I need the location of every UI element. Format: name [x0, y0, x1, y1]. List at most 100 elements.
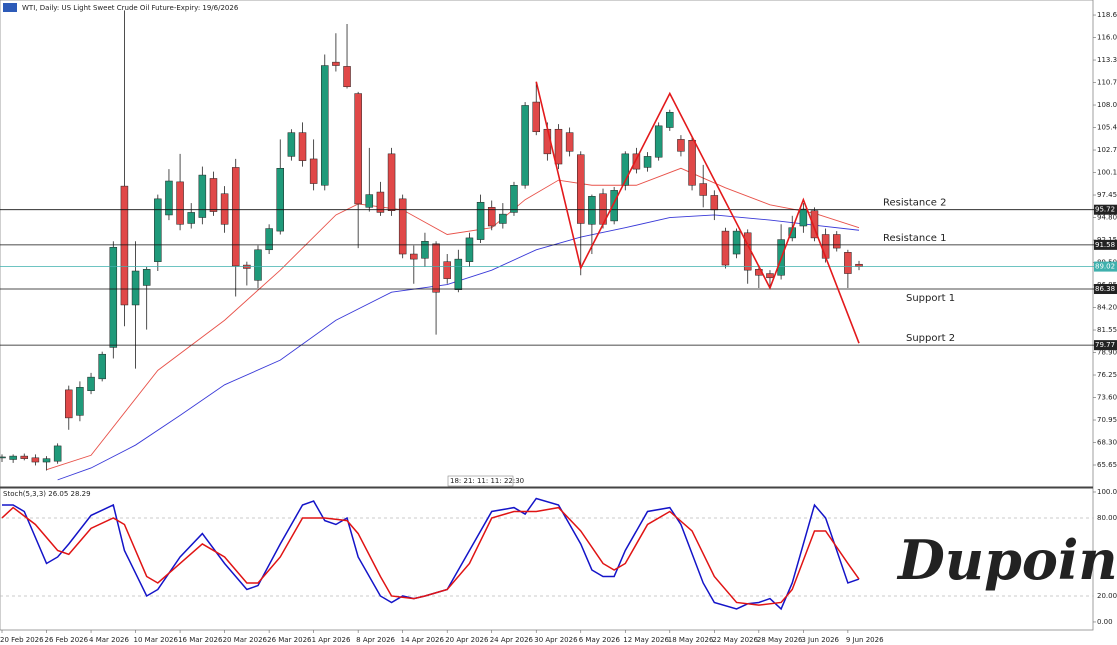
candle-body	[521, 105, 529, 186]
candle-body	[209, 178, 218, 212]
candle-body	[821, 234, 830, 259]
symbol-icon	[3, 3, 17, 12]
x-tick-label: 16 Mar 2026	[178, 636, 223, 644]
y-tick-label: 97.45	[1097, 191, 1117, 199]
pattern-line	[535, 81, 860, 344]
candle-body	[187, 212, 195, 224]
x-tick-label: 24 Apr 2026	[490, 636, 534, 644]
x-tick-label: 10 Mar 2026	[134, 636, 179, 644]
y-tick-label: 100.00	[1097, 488, 1117, 496]
x-tick-label: 26 Feb 2026	[45, 636, 89, 644]
x-tick-label: 8 Apr 2026	[356, 636, 395, 644]
candle-body	[332, 61, 340, 66]
candle-body	[0, 456, 6, 459]
y-tick-label: 116.00	[1097, 34, 1117, 42]
x-tick-label: 20 Mar 2026	[223, 636, 268, 644]
candle-body	[387, 153, 396, 211]
level-label: Resistance 2	[883, 198, 946, 209]
moving-average	[57, 214, 860, 481]
candle-body	[142, 269, 151, 286]
candle-body	[554, 128, 563, 165]
candle-body	[510, 185, 518, 213]
level-tag	[1094, 204, 1117, 215]
candle-body	[721, 230, 730, 266]
candle-body	[688, 140, 696, 186]
candle-body	[365, 194, 374, 208]
candle-body	[454, 258, 463, 290]
candle-body	[276, 168, 284, 232]
candle-body	[42, 458, 51, 463]
candle-body	[198, 174, 207, 218]
candle-body	[98, 353, 106, 380]
x-tick-label: 4 Mar 2026	[89, 636, 129, 644]
x-tick-label: 20 Apr 2026	[445, 636, 489, 644]
candle-body	[309, 158, 318, 184]
y-tick-label: 105.40	[1097, 124, 1117, 132]
candle-body	[376, 191, 385, 213]
y-tick-label: 65.65	[1097, 461, 1117, 469]
candle-body	[610, 190, 618, 222]
level-tag	[1094, 284, 1117, 295]
candle-body	[231, 167, 240, 267]
y-tick-label: 108.05	[1097, 101, 1117, 109]
y-tick-label: 102.75	[1097, 146, 1117, 154]
y-tick-label: 70.95	[1097, 416, 1117, 424]
candle-body	[254, 249, 262, 281]
countdown: 18: 21: 11: 11: 22:30	[450, 477, 524, 485]
candle-body	[131, 270, 140, 306]
candle-body	[565, 132, 574, 152]
candle-body	[65, 389, 73, 419]
x-tick-label: 1 Apr 2026	[312, 636, 351, 644]
level-tag-value: 91.58	[1095, 241, 1115, 249]
candle-body	[465, 237, 474, 262]
level-tag-value: 95.72	[1095, 206, 1115, 214]
indicator-title: Stoch(5,3,3) 26.05 28.29	[3, 490, 91, 498]
stoch-line	[1, 506, 860, 606]
y-tick-label: 81.55	[1097, 326, 1117, 334]
x-tick-label: 26 Mar 2026	[267, 636, 312, 644]
y-tick-label: 94.80	[1097, 214, 1117, 222]
candle-body	[76, 387, 84, 416]
candle-body	[476, 201, 485, 240]
y-tick-label: 73.60	[1097, 394, 1117, 402]
x-tick-label: 18 May 2026	[668, 636, 714, 644]
candle-body	[833, 234, 841, 249]
watermark: Dupoin	[896, 528, 1117, 592]
y-tick-label: 113.35	[1097, 56, 1117, 64]
y-tick-label: 100.10	[1097, 169, 1117, 177]
candle-body	[666, 111, 674, 128]
x-tick-label: 9 Jun 2026	[846, 636, 884, 644]
candle-body	[499, 213, 507, 224]
y-tick-label: 110.70	[1097, 79, 1117, 87]
x-tick-label: 6 May 2026	[579, 636, 621, 644]
candle-body	[677, 139, 685, 152]
current-price-value: 89.02	[1095, 263, 1115, 271]
candle-body	[710, 195, 719, 211]
candle-body	[109, 246, 118, 348]
level-tag-value: 86.38	[1095, 285, 1115, 293]
candle-body	[176, 181, 184, 225]
y-tick-label: 84.20	[1097, 304, 1117, 312]
candle-body	[432, 243, 440, 293]
candle-body	[9, 455, 17, 460]
candle-body	[20, 455, 29, 459]
candle-body	[154, 198, 162, 262]
candle-body	[632, 153, 641, 170]
x-tick-label: 20 Feb 2026	[0, 636, 44, 644]
countdown-box	[447, 475, 514, 487]
candle-body	[766, 273, 774, 279]
candle-body	[343, 66, 351, 88]
x-tick-label: 22 May 2026	[712, 636, 758, 644]
plot-frame	[0, 0, 1094, 631]
candle-body	[321, 65, 329, 186]
y-tick-label: 20.00	[1097, 592, 1117, 600]
candle-body	[577, 154, 585, 224]
candle-body	[844, 252, 852, 274]
candle-body	[699, 183, 707, 196]
candle-body	[410, 253, 418, 260]
level-tag	[1094, 340, 1117, 351]
x-tick-label: 14 Apr 2026	[401, 636, 445, 644]
candle-body	[31, 457, 40, 463]
candle-body	[732, 230, 741, 255]
candle-body	[287, 132, 296, 157]
